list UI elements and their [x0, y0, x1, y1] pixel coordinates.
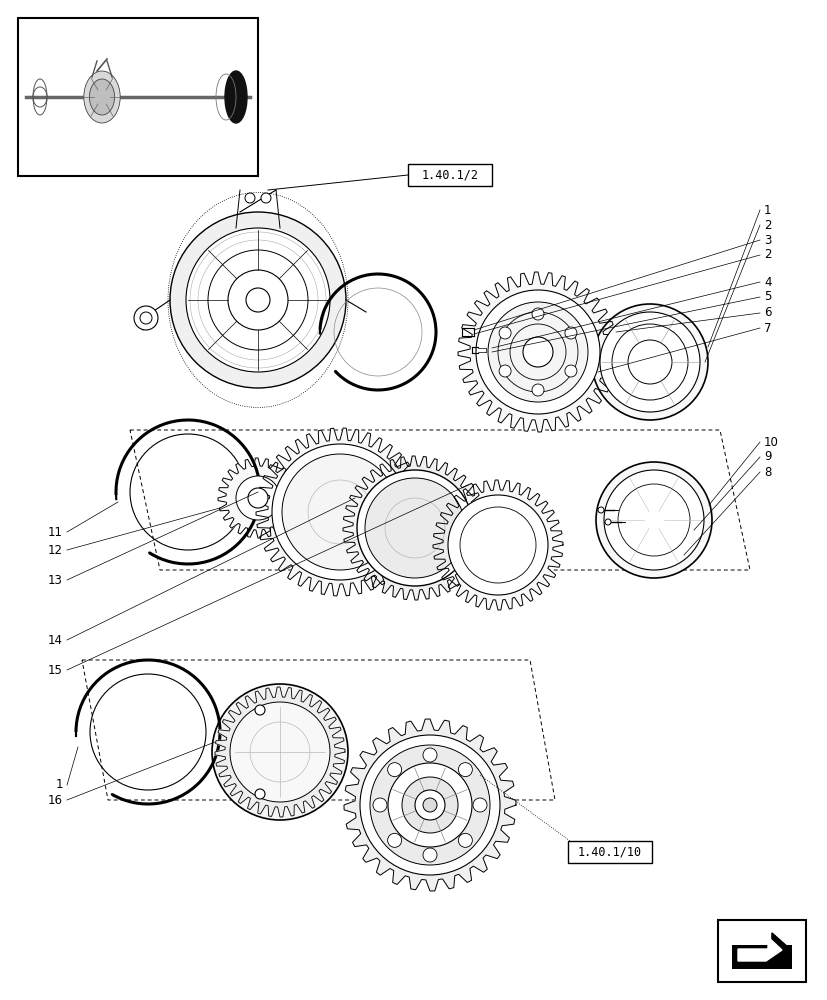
Circle shape [458, 763, 471, 777]
Circle shape [402, 777, 457, 833]
Circle shape [423, 798, 437, 812]
Circle shape [423, 748, 437, 762]
Circle shape [387, 833, 401, 847]
Circle shape [458, 833, 471, 847]
Circle shape [595, 462, 711, 578]
Circle shape [388, 763, 471, 847]
Text: 14: 14 [48, 634, 63, 646]
Text: 6: 6 [763, 306, 771, 320]
Circle shape [365, 478, 465, 578]
Ellipse shape [89, 79, 114, 115]
Polygon shape [215, 687, 345, 817]
Text: 16: 16 [48, 793, 63, 806]
Circle shape [499, 327, 510, 339]
Polygon shape [433, 480, 562, 610]
Circle shape [186, 228, 330, 372]
Polygon shape [737, 937, 781, 961]
Circle shape [487, 302, 587, 402]
Bar [567, 841, 651, 863]
Circle shape [134, 306, 158, 330]
Circle shape [356, 470, 472, 586]
Circle shape [423, 848, 437, 862]
Text: 13: 13 [48, 574, 63, 586]
Circle shape [564, 327, 576, 339]
Circle shape [282, 454, 398, 570]
Polygon shape [256, 428, 423, 596]
Circle shape [603, 470, 703, 570]
Circle shape [255, 789, 265, 799]
Circle shape [472, 798, 486, 812]
Text: 10: 10 [763, 436, 778, 448]
Circle shape [372, 798, 386, 812]
Circle shape [591, 304, 707, 420]
Circle shape [230, 702, 330, 802]
Circle shape [532, 384, 543, 396]
Ellipse shape [225, 71, 246, 123]
Circle shape [227, 270, 288, 330]
Circle shape [248, 488, 268, 508]
Text: 9: 9 [763, 450, 771, 464]
Bar [18, 18, 258, 176]
Bar [731, 945, 791, 969]
Text: 1: 1 [55, 778, 63, 791]
Circle shape [170, 212, 346, 388]
Circle shape [360, 735, 500, 875]
Circle shape [245, 193, 255, 203]
Polygon shape [457, 272, 617, 432]
Text: 4: 4 [763, 275, 771, 288]
Circle shape [597, 507, 603, 513]
Text: 12: 12 [48, 544, 63, 556]
Circle shape [523, 337, 552, 367]
Circle shape [564, 365, 576, 377]
Circle shape [272, 444, 408, 580]
Circle shape [208, 250, 308, 350]
Polygon shape [342, 456, 486, 600]
Circle shape [370, 745, 490, 865]
Circle shape [499, 365, 510, 377]
Ellipse shape [84, 71, 120, 123]
Text: 11: 11 [48, 526, 63, 538]
Bar [717, 920, 805, 982]
Text: 2: 2 [763, 219, 771, 232]
Text: 5: 5 [763, 290, 771, 304]
Circle shape [414, 790, 444, 820]
Circle shape [600, 312, 699, 412]
Circle shape [261, 193, 270, 203]
Bar [408, 164, 491, 186]
Text: 1: 1 [763, 204, 771, 217]
Circle shape [236, 476, 280, 520]
Polygon shape [343, 719, 515, 891]
Text: 7: 7 [763, 322, 771, 334]
Circle shape [605, 519, 610, 525]
Circle shape [532, 308, 543, 320]
Circle shape [212, 684, 347, 820]
Polygon shape [218, 458, 298, 538]
Circle shape [255, 705, 265, 715]
Text: 15: 15 [48, 664, 63, 676]
Circle shape [447, 495, 547, 595]
Text: 2: 2 [763, 248, 771, 261]
Circle shape [246, 288, 270, 312]
Text: 1.40.1/10: 1.40.1/10 [577, 845, 641, 858]
Text: 1.40.1/2: 1.40.1/2 [421, 169, 478, 182]
Text: 8: 8 [763, 466, 771, 479]
Circle shape [387, 763, 401, 777]
Polygon shape [733, 933, 789, 965]
Circle shape [476, 290, 600, 414]
Text: 3: 3 [763, 233, 771, 246]
Circle shape [140, 312, 152, 324]
